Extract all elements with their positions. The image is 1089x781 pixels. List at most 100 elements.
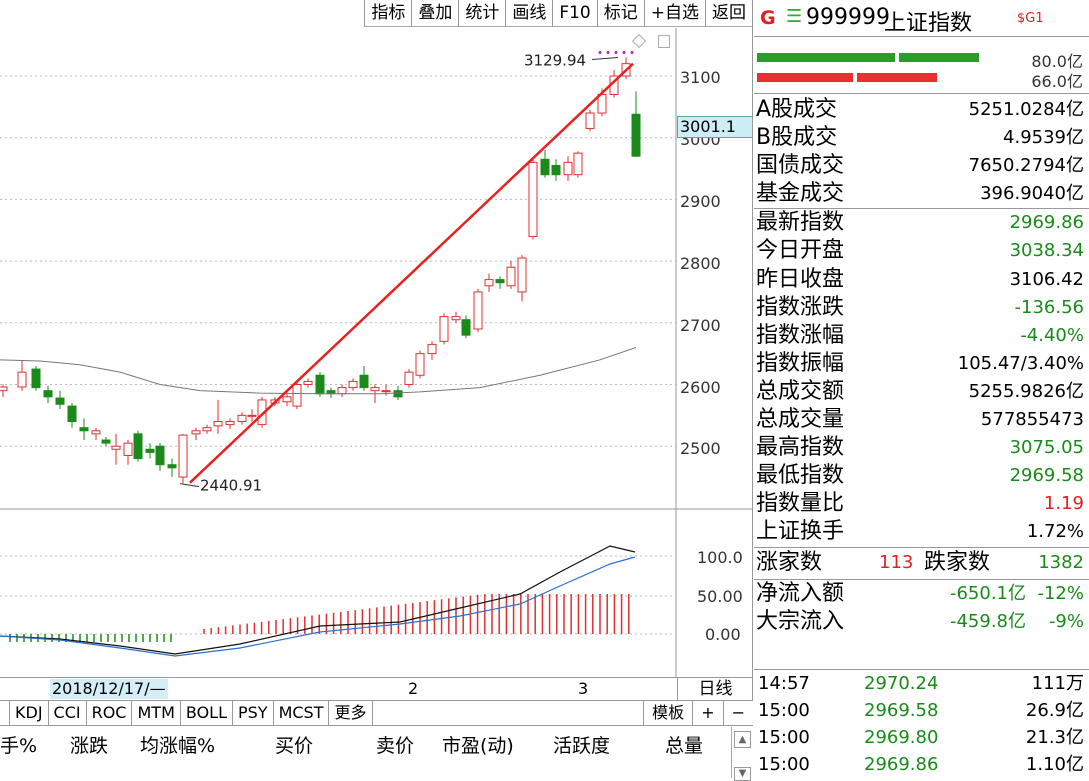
window-icon[interactable] (658, 35, 670, 48)
col-turnover[interactable]: 手% (0, 735, 38, 757)
add-watchlist-button[interactable]: +自选 (643, 0, 705, 27)
col-volume[interactable]: 总量 (665, 735, 704, 757)
stat-value: 7650.2794亿 (968, 155, 1084, 177)
candle-body (439, 316, 449, 342)
stat-label: 指数振幅 (756, 350, 845, 376)
stat-value: 3106.42 (1009, 268, 1084, 290)
col-activity[interactable]: 活跃度 (553, 735, 611, 757)
draw-line-button[interactable]: 画线 (505, 0, 552, 27)
col-avg-change[interactable]: 均涨幅% (140, 735, 216, 757)
col-ask[interactable]: 卖价 (376, 735, 415, 757)
flow-label: 净流入额 (756, 580, 845, 606)
stock-code: 999999 (806, 5, 890, 30)
stat-label: 最低指数 (756, 463, 845, 489)
tab-roc[interactable]: ROC (87, 701, 133, 725)
trade-time: 15:00 (758, 699, 810, 721)
tab-mtm[interactable]: MTM (132, 701, 181, 725)
candle-body (517, 257, 527, 293)
indicator-axis-label: 0.00 (705, 625, 741, 644)
y-axis-label: 2900 (680, 192, 721, 211)
candle-body (155, 445, 165, 466)
trade-row: 14:57 2970.24 111万 (754, 670, 1089, 697)
red-bar-1 (757, 73, 853, 82)
g-icon[interactable]: G (760, 7, 776, 29)
candle-body (282, 396, 292, 403)
col-bid[interactable]: 买价 (275, 735, 314, 757)
stat-value: 1.19 (1043, 493, 1084, 515)
scrollbar[interactable]: ▲ ▼ (731, 727, 753, 781)
column-headers: 手% 涨跌 均涨幅% 买价 卖价 市盈(动) 活跃度 总量 (0, 727, 753, 778)
tab-kdj[interactable]: KDJ (10, 701, 49, 725)
candle-body (370, 387, 380, 392)
stat-label: B股成交 (756, 125, 838, 151)
down-count-label: 跌家数 (924, 549, 991, 575)
volume-bars: 80.0亿 66.0亿 (754, 37, 1089, 94)
trade-row: 15:00 2969.58 26.9亿 (754, 697, 1089, 724)
low-pointer (179, 483, 200, 488)
candle-body (631, 113, 641, 157)
trade-price: 2969.58 (864, 699, 939, 721)
overlay-button[interactable]: 叠加 (411, 0, 458, 27)
flow-label: 大宗流入 (756, 608, 845, 634)
candle-body (225, 421, 235, 426)
candlestick-svg[interactable]: 3129.94 2440.91 (0, 28, 753, 678)
candle-body (359, 374, 369, 389)
stat-value: 5251.0284亿 (968, 99, 1084, 120)
index-stats-section: 最新指数 2969.86 今日开盘 3038.34 昨日收盘 3106.42 指数涨跌 -13… (754, 209, 1089, 548)
indicator-axis-label: 50.00 (697, 587, 743, 606)
marker-dot (630, 51, 634, 55)
stat-value: -4.40% (1020, 324, 1084, 346)
indicator-button[interactable]: 指标 (364, 0, 411, 27)
back-button[interactable]: 返回 (705, 0, 752, 27)
period-selector[interactable]: 日线 (677, 678, 752, 700)
kline-chart-area[interactable]: 3129.94 2440.91 3100 3000 2900 2800 2700 … (0, 0, 753, 700)
tab-more[interactable]: 更多 (329, 701, 373, 725)
stock-name: 上证指数 (884, 11, 973, 36)
mark-button[interactable]: 标记 (596, 0, 644, 27)
stats-button[interactable]: 统计 (458, 0, 505, 27)
tab-psy[interactable]: PSY (233, 701, 274, 725)
stat-label: 最新指数 (756, 210, 845, 236)
col-pe[interactable]: 市盈(动) (442, 735, 514, 757)
trade-row: 15:00 2969.80 21.3亿 (754, 724, 1089, 751)
candle-body (91, 430, 101, 435)
trade-volume: 26.9亿 (1025, 699, 1084, 721)
stat-label: 最高指数 (756, 435, 845, 461)
candle-body (484, 279, 494, 287)
candle-body (473, 291, 483, 330)
scroll-up-icon[interactable]: ▲ (734, 731, 751, 748)
tab-cci[interactable]: CCI (49, 701, 87, 725)
candle-body (451, 316, 461, 321)
y-axis-label: 2700 (680, 316, 721, 335)
tab-left-edge (0, 701, 10, 725)
y-axis-label: 2800 (680, 254, 721, 273)
indicator-tabs: KDJ CCI ROC MTM BOLL PSY MCST 更多 模板 + − (0, 700, 753, 726)
add-indicator-button[interactable]: + (692, 701, 722, 725)
candle-body (101, 439, 111, 444)
candle-body (31, 368, 41, 389)
template-button[interactable]: 模板 (643, 701, 692, 725)
stat-label: 国债成交 (756, 153, 845, 179)
stat-label: 昨日收盘 (756, 266, 845, 292)
candle-body (202, 427, 212, 432)
f10-button[interactable]: F10 (552, 0, 596, 27)
stat-label: 指数涨跌 (756, 294, 845, 320)
col-change[interactable]: 涨跌 (70, 735, 109, 757)
stat-label: 今日开盘 (756, 238, 845, 264)
stat-value: 105.47/3.40% (957, 352, 1084, 374)
stat-value: 577855473 (980, 409, 1084, 431)
remove-indicator-button[interactable]: − (722, 701, 753, 725)
selected-date: 2018/12/17/— (50, 679, 168, 699)
menu-icon[interactable]: ☰ (786, 6, 803, 27)
trade-ticks: 14:57 2970.24 111万 15:00 2969.58 26.9亿 15:00… (754, 670, 1089, 778)
marker-dot (606, 51, 610, 55)
tab-boll[interactable]: BOLL (181, 701, 233, 725)
trade-time: 14:57 (758, 672, 810, 694)
candle-body (551, 164, 561, 176)
tab-mcst[interactable]: MCST (274, 701, 330, 725)
red-bar-2 (857, 73, 937, 82)
up-count: 113 (879, 551, 914, 573)
scroll-down-icon[interactable]: ▼ (734, 767, 751, 781)
candle-body (348, 380, 358, 389)
high-label: 3129.94 (524, 52, 586, 70)
